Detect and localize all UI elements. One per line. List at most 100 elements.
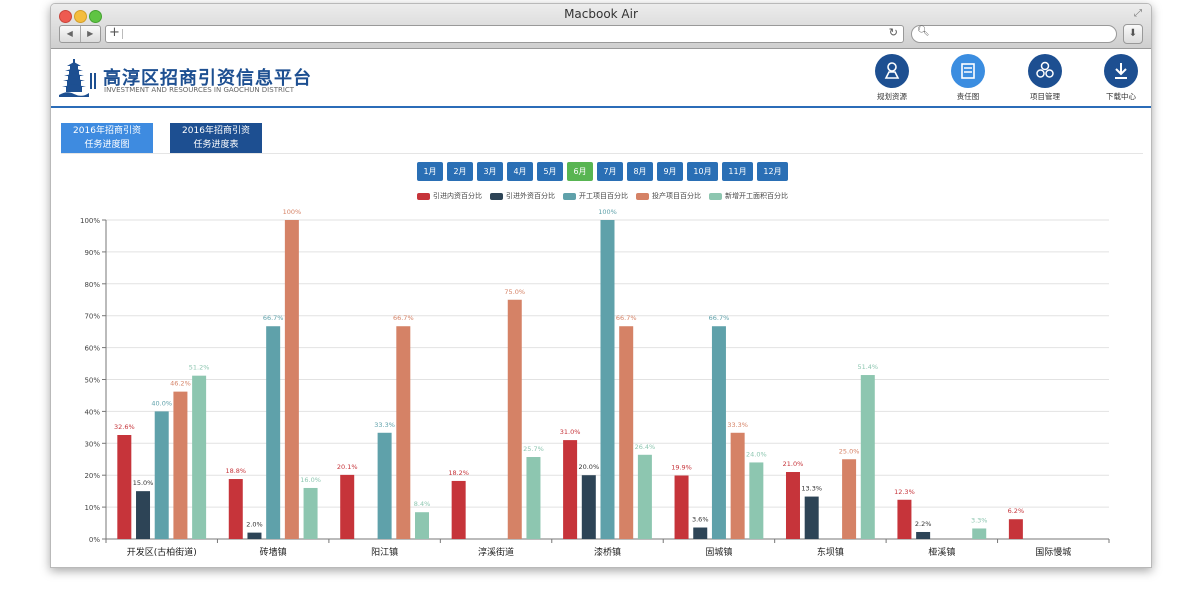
bar [674,475,689,539]
data-label: 2.0% [246,521,263,529]
data-label: 24.0% [746,450,767,458]
data-label: 20.0% [578,463,599,471]
nav-label: 下载中心 [1106,92,1136,101]
legend-item[interactable]: 引进外资百分比 [490,191,555,201]
y-tick-label: 10% [84,504,100,512]
legend-item[interactable]: 开工项目百分比 [563,191,628,201]
nav-planning-resources[interactable]: 规划资源 [862,54,922,102]
data-label: 12.3% [894,488,915,496]
nav-responsibility-map[interactable]: 责任图 [938,54,998,102]
site-title: 高淳区招商引资信息平台 [103,68,312,89]
forward-icon[interactable]: ▶ [79,26,101,42]
data-label: 8.4% [414,500,431,508]
month-button-4[interactable]: 4月 [507,162,533,181]
bar [284,220,299,539]
data-label: 3.6% [692,516,709,524]
bar [860,375,875,539]
tab-progress-table[interactable]: 2016年招商引资 任务进度表 [170,123,262,153]
site-subtitle: INVESTMENT AND RESOURCES IN GAOCHUN DIST… [104,86,295,94]
y-tick-label: 30% [84,440,100,448]
month-button-7[interactable]: 7月 [597,162,623,181]
month-button-8[interactable]: 8月 [627,162,653,181]
bar [340,474,355,539]
fullscreen-icon[interactable]: ⤢ [1134,8,1142,19]
legend-item[interactable]: 投产项目百分比 [636,191,701,201]
bar [804,496,819,539]
bar [972,528,987,539]
window-title: Macbook Air [564,7,638,21]
title-bar: Macbook Air ⤢ ◀ ▶ + ↻ 🔍︎ ⬇ [51,4,1151,49]
month-button-10[interactable]: 10月 [687,162,718,181]
month-button-12[interactable]: 12月 [757,162,788,181]
nav-download-center[interactable]: 下载中心 [1091,54,1151,102]
month-button-11[interactable]: 11月 [722,162,753,181]
x-tick-label: 淳溪街道 [478,546,514,558]
month-button-3[interactable]: 3月 [477,162,503,181]
bar [247,532,262,539]
downloads-icon[interactable]: ⬇ [1123,24,1143,44]
bar [600,220,615,539]
nav-project-management[interactable]: 项目管理 [1015,54,1075,102]
bar [563,440,578,539]
data-label: 18.2% [448,469,469,477]
data-label: 51.2% [189,364,210,372]
month-button-6[interactable]: 6月 [567,162,593,181]
data-label: 26.4% [635,443,656,451]
bar [266,326,281,539]
legend-swatch [417,192,430,200]
layers-icon [951,54,985,88]
bar [749,462,764,539]
zoom-window-button[interactable] [89,10,102,23]
close-window-button[interactable] [59,10,72,23]
add-bookmark-icon[interactable]: + [109,25,120,40]
month-button-1[interactable]: 1月 [417,162,443,181]
bar [192,375,207,539]
bar [842,459,857,539]
data-label: 2.2% [915,520,932,528]
data-label: 46.2% [170,380,191,388]
cluster-icon [1028,54,1062,88]
x-tick-label: 桠溪镇 [928,546,955,558]
legend-label: 引进内资百分比 [433,192,482,200]
legend-swatch [636,192,649,200]
bar [228,479,243,539]
bar-chart: 0% 10% 20% 30% 40% 50% 60% 70% 80% 90% 100% 开发区(古柏街… [80,208,1110,558]
data-label: 19.9% [671,464,692,472]
bar [897,499,912,539]
bar [136,491,151,539]
bar [619,326,634,539]
bar [785,472,800,539]
reload-icon[interactable]: ↻ [888,26,898,39]
data-label: 25.7% [523,445,544,453]
download-icon [1104,54,1138,88]
x-tick-label: 东坝镇 [817,546,844,558]
data-label: 66.7% [263,314,284,322]
address-bar[interactable]: + ↻ [105,25,904,43]
x-tick-label: 漆桥镇 [594,546,621,558]
legend-item[interactable]: 引进内资百分比 [417,191,482,201]
month-button-2[interactable]: 2月 [447,162,473,181]
legend-item[interactable]: 新增开工面积百分比 [709,191,788,201]
month-selector: 1月 2月 3月 4月 5月 6月 7月 8月 9月 10月 11月 12月 [417,162,788,181]
data-label: 18.8% [225,467,246,475]
tab-line: 任务进度图 [84,140,130,150]
legend-swatch [709,192,722,200]
y-tick-label: 60% [84,345,100,353]
bar [581,475,596,539]
legend-label: 开工项目百分比 [579,192,628,200]
data-label: 21.0% [783,460,804,468]
x-tick-label: 国际慢城 [1035,546,1071,558]
x-tick-label: 砖墙镇 [260,546,287,558]
nav-label: 责任图 [956,92,980,101]
month-button-9[interactable]: 9月 [657,162,683,181]
legend-label: 投产项目百分比 [652,192,701,200]
legend-swatch [563,192,576,200]
address-separator [122,29,123,39]
search-field[interactable]: 🔍︎ [911,25,1117,43]
y-tick-label: 80% [84,281,100,289]
y-tick-label: 0% [89,536,100,544]
minimize-window-button[interactable] [74,10,87,23]
back-icon[interactable]: ◀ [66,29,73,38]
tab-progress-chart[interactable]: 2016年招商引资 任务进度图 [61,123,153,153]
month-button-5[interactable]: 5月 [537,162,563,181]
